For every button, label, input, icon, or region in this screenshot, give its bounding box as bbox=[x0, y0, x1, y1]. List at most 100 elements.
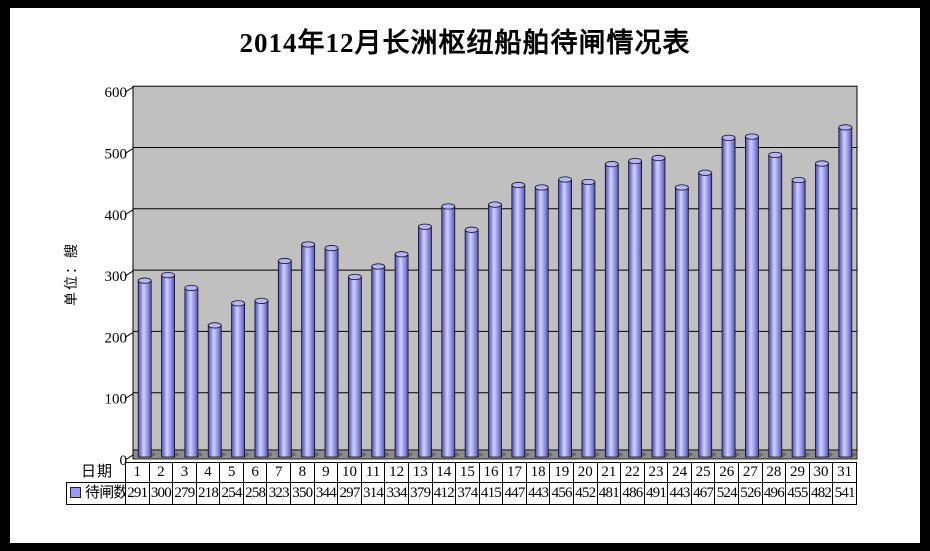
value-cell: 491 bbox=[643, 482, 669, 505]
value-cell: 374 bbox=[455, 482, 480, 505]
bar-cylinder bbox=[674, 187, 689, 458]
day-header-cell: 27 bbox=[738, 462, 763, 483]
day-header-cell: 18 bbox=[525, 462, 551, 483]
bar-top-cap bbox=[231, 300, 245, 307]
value-cell: 334 bbox=[384, 482, 409, 505]
bar-cylinder bbox=[371, 266, 386, 458]
bar-cylinder bbox=[768, 154, 783, 458]
y-tick-label: 500 bbox=[105, 147, 128, 163]
value-cell: 323 bbox=[266, 482, 292, 505]
bar-top-cap bbox=[674, 184, 689, 191]
bar-top-cap bbox=[441, 203, 456, 210]
bar-top-cap bbox=[161, 271, 175, 279]
bar-top-cap bbox=[184, 284, 199, 292]
bar-cylinder bbox=[161, 274, 175, 458]
bar-top-cap bbox=[768, 151, 783, 159]
value-cell: 481 bbox=[596, 482, 622, 505]
bar-top-cap bbox=[207, 322, 222, 329]
day-header-cell: 6 bbox=[242, 462, 268, 483]
bar-cylinder bbox=[184, 287, 199, 458]
bar-cylinder bbox=[698, 172, 713, 458]
bar-top-cap bbox=[347, 273, 362, 281]
bar-top-cap bbox=[534, 184, 549, 191]
legend-series-label: 待闸数 bbox=[85, 485, 126, 501]
bar-cylinder bbox=[815, 163, 829, 458]
value-cell: 526 bbox=[738, 482, 763, 505]
value-cell: 350 bbox=[290, 482, 315, 505]
value-cell: 258 bbox=[242, 482, 268, 505]
bar-cylinder bbox=[791, 179, 806, 458]
bar-cylinder bbox=[418, 226, 432, 458]
day-header-cell: 22 bbox=[620, 462, 645, 483]
day-header-cell: 23 bbox=[643, 462, 669, 483]
bar-cylinder bbox=[558, 179, 572, 458]
bar-top-cap bbox=[698, 169, 713, 176]
value-cell: 300 bbox=[148, 482, 174, 505]
value-cell: 297 bbox=[337, 482, 362, 505]
value-cell: 447 bbox=[502, 482, 527, 505]
bar-top-cap bbox=[721, 134, 736, 141]
bar-top-cap bbox=[464, 226, 479, 233]
chart-data-table: 日期 1 2 3 4 5 6 7 8 9 10 11 12 13 14 15 16 17 18 19 20 21 22 23 2… bbox=[66, 462, 857, 505]
y-tick bbox=[124, 270, 134, 277]
day-header-cell: 30 bbox=[808, 462, 834, 483]
bar-top-cap bbox=[371, 263, 386, 270]
day-header-cell: 15 bbox=[455, 462, 480, 483]
day-header-cell: 29 bbox=[785, 462, 810, 483]
bar-cylinder bbox=[628, 160, 643, 458]
y-tick-label: 600 bbox=[105, 85, 128, 101]
y-tick bbox=[124, 148, 134, 154]
bar-cylinder bbox=[581, 181, 596, 458]
value-cell: 486 bbox=[620, 482, 645, 505]
bar-cylinder bbox=[464, 229, 479, 458]
bar-top-cap bbox=[394, 251, 409, 258]
y-tick bbox=[124, 454, 134, 461]
bar-top-cap bbox=[324, 245, 339, 252]
value-cell: 279 bbox=[172, 482, 197, 505]
bar-top-cap bbox=[137, 277, 152, 284]
bar-top-cap bbox=[254, 297, 269, 304]
day-header-cell: 17 bbox=[502, 462, 527, 483]
day-header-cell: 11 bbox=[360, 462, 386, 483]
day-header-cell: 8 bbox=[290, 462, 315, 483]
bar-cylinder bbox=[511, 184, 526, 458]
bar-cylinder bbox=[651, 157, 666, 458]
bar-top-cap bbox=[581, 178, 596, 186]
value-cell: 254 bbox=[219, 482, 244, 505]
bar-cylinder bbox=[301, 244, 316, 458]
bar-top-cap bbox=[791, 176, 806, 184]
value-cell: 452 bbox=[572, 482, 598, 505]
y-axis-title: 单位：艘 bbox=[65, 242, 80, 306]
bar-cylinder bbox=[721, 137, 736, 458]
day-header-cell: 3 bbox=[172, 462, 197, 483]
day-header-cell: 7 bbox=[266, 462, 292, 483]
day-header-cell: 28 bbox=[761, 462, 787, 483]
series-label-cell: 待闸数 bbox=[66, 482, 126, 505]
bar-cylinder bbox=[231, 302, 245, 458]
bar-cylinder bbox=[207, 324, 222, 458]
bar-top-cap bbox=[628, 157, 643, 165]
value-cell: 496 bbox=[761, 482, 787, 505]
day-header-cell: 24 bbox=[667, 462, 692, 483]
bar-cylinder bbox=[277, 260, 292, 458]
day-header-cell: 13 bbox=[407, 462, 433, 483]
value-cell: 344 bbox=[313, 482, 339, 505]
bar-top-cap bbox=[815, 160, 829, 167]
value-cell: 291 bbox=[125, 482, 150, 505]
value-cell: 314 bbox=[360, 482, 386, 505]
day-header-cell: 12 bbox=[384, 462, 409, 483]
y-tick-label: 400 bbox=[105, 208, 128, 224]
value-cell: 482 bbox=[808, 482, 834, 505]
bar-top-cap bbox=[838, 124, 853, 131]
bar-cylinder bbox=[254, 300, 269, 458]
value-cell: 218 bbox=[195, 482, 221, 505]
bar-top-cap bbox=[301, 241, 316, 248]
value-cell: 524 bbox=[714, 482, 740, 505]
bar-cylinder bbox=[137, 280, 152, 458]
value-cell: 415 bbox=[478, 482, 504, 505]
day-header-cell: 1 bbox=[125, 462, 150, 483]
day-header-cell: 25 bbox=[690, 462, 716, 483]
day-header-cell: 19 bbox=[549, 462, 574, 483]
